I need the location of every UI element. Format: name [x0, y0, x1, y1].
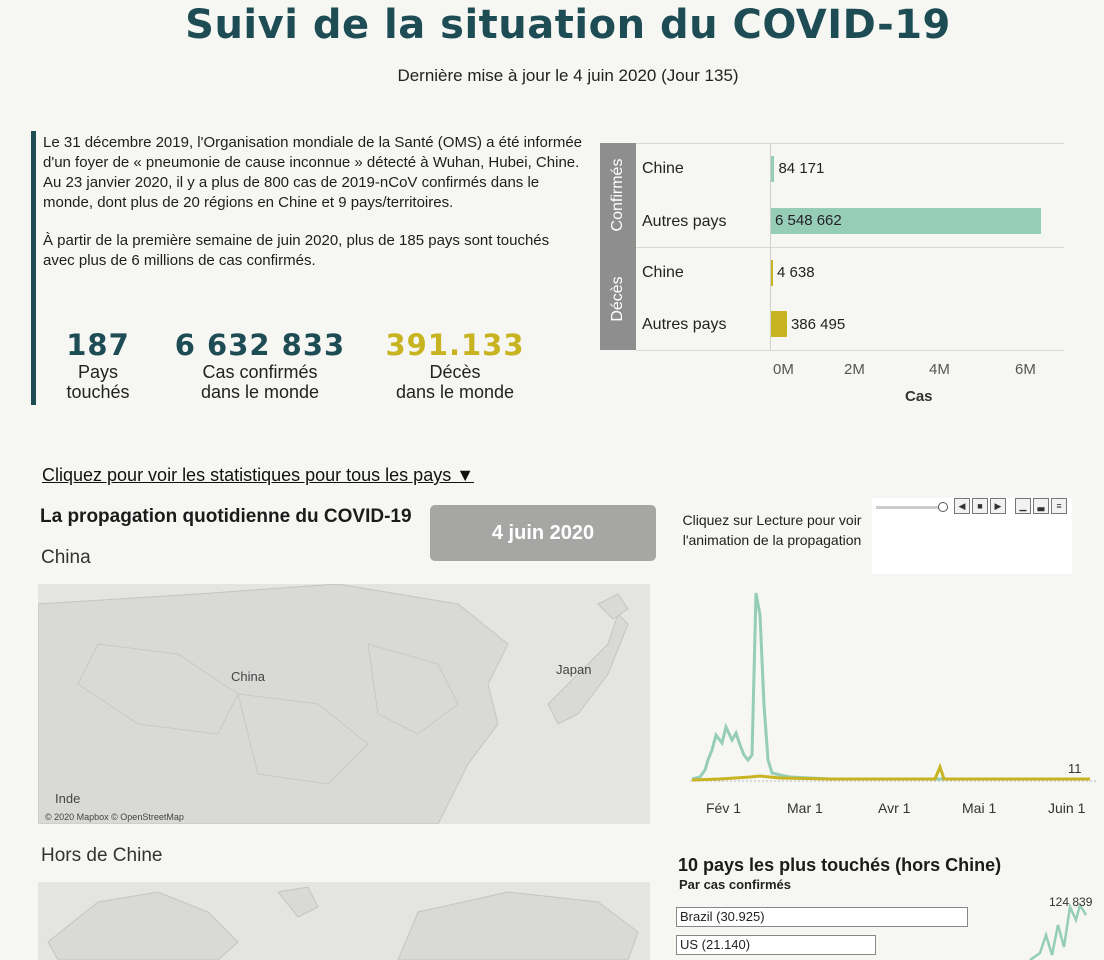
map-credit: © 2020 Mapbox © OpenStreetMap [45, 812, 184, 822]
top10-title: 10 pays les plus touchés (hors Chine) [678, 855, 1002, 875]
china-map[interactable]: China Japan Inde © 2020 Mapbox © OpenStr… [38, 584, 650, 824]
map-label-japan: Japan [556, 662, 592, 677]
world-map-shapes [47, 886, 639, 960]
kpi-countries-label-2: touchés [66, 382, 130, 402]
region-label-china: China [41, 547, 91, 568]
kpi-countries: 187 Pays touchés [42, 328, 154, 402]
region-label-outside: Hors de Chine [41, 845, 163, 866]
intro-accent-bar [31, 131, 36, 405]
bar-category-other-deaths: Autres pays [642, 316, 727, 333]
x-tick: 4M [929, 361, 950, 378]
last-updated: Dernière mise à jour le 4 juin 2020 (Jou… [397, 66, 739, 85]
row-separator [636, 143, 1064, 144]
bar-other-deaths[interactable] [771, 311, 787, 337]
bar-category-chine-deaths: Chine [642, 264, 684, 281]
x-tick: 0M [773, 361, 794, 378]
bar-value-label: 6 548 662 [775, 212, 842, 229]
daily-line-chart[interactable]: 11 [680, 585, 1100, 825]
play-icon[interactable]: ▶ [990, 498, 1006, 514]
world-map[interactable] [38, 882, 650, 960]
intro-paragraph-1: Le 31 décembre 2019, l'Organisation mond… [43, 134, 583, 211]
kpi-deaths: 391.133 Décès dans le monde [380, 328, 530, 402]
sparkline-max-label: 124 839 [1049, 895, 1093, 909]
china-map-shapes [38, 584, 629, 824]
top10-row[interactable]: Brazil (30.925) [676, 907, 968, 927]
bar-other-confirmed[interactable] [771, 208, 1042, 234]
intro-text: Le 31 décembre 2019, l'Organisation mond… [43, 133, 583, 271]
all-countries-link[interactable]: Cliquez pour voir les statistiques pour … [42, 465, 475, 485]
group-label-confirmed: Confirmés [600, 143, 636, 247]
bar-value-label: 4 638 [777, 264, 815, 281]
line-x-tick: Mai 1 [962, 800, 997, 816]
intro-paragraph-2: À partir de la première semaine de juin … [43, 232, 550, 269]
kpi-countries-label-1: Pays [77, 362, 119, 382]
x-tick: 6M [1015, 361, 1036, 378]
line-x-tick: Avr 1 [878, 800, 911, 816]
bar-chine-deaths[interactable] [771, 260, 773, 286]
kpi-deaths-label-2: dans le monde [395, 382, 515, 402]
top10-row-label: US (21.140) [680, 937, 751, 952]
top10-row[interactable]: US (21.140) [676, 935, 876, 955]
play-hint: Cliquez sur Lecture pour voir l'animatio… [682, 512, 862, 548]
bar-axis-line [770, 143, 771, 350]
date-display-button[interactable]: 4 juin 2020 [430, 505, 656, 561]
kpi-cases-label-1: Cas confirmés [202, 362, 318, 382]
step-back-icon[interactable]: ◀ [954, 498, 970, 514]
map-label-china: China [231, 669, 265, 684]
bar-category-other-confirmed: Autres pays [642, 213, 727, 230]
x-tick: 2M [844, 361, 865, 378]
bar-value-label: 386 495 [790, 316, 846, 333]
line-end-label: 11 [1068, 761, 1082, 776]
kpi-cases-value: 6 632 833 [174, 328, 346, 362]
line-x-tick: Mar 1 [787, 800, 823, 816]
speed-medium-icon[interactable]: ▃ [1033, 498, 1049, 514]
speed-fast-icon[interactable]: ≡ [1051, 498, 1067, 514]
bar-value-label: 84 171 [778, 160, 825, 177]
map-label-india: Inde [55, 791, 81, 806]
line-x-tick: Fév 1 [706, 800, 742, 816]
playback-controls: ◀ ■ ▶ ▁ ▃ ≡ [872, 498, 1072, 574]
kpi-deaths-label-1: Décès [429, 362, 481, 382]
cases-line [691, 592, 1090, 781]
top10-subtitle: Par cas confirmés [679, 877, 792, 892]
kpi-deaths-value: 391.133 [385, 328, 525, 362]
line-x-tick: Juin 1 [1048, 800, 1086, 816]
stop-icon[interactable]: ■ [972, 498, 988, 514]
group-label-deaths: Décès [600, 247, 636, 350]
kpi-cases-label-2: dans le monde [200, 382, 320, 402]
top10-row-label: Brazil (30.925) [680, 909, 765, 924]
page-title: Suivi de la situation du COVID-19 [185, 2, 951, 48]
playback-slider-handle[interactable] [938, 502, 948, 512]
row-separator [636, 350, 1064, 351]
playback-slider-track[interactable] [876, 506, 942, 509]
bar-chine-confirmed[interactable] [771, 156, 775, 182]
kpi-cases: 6 632 833 Cas confirmés dans le monde [170, 328, 350, 402]
row-separator [636, 247, 1064, 248]
bar-category-chine-confirmed: Chine [642, 160, 684, 177]
x-axis-title: Cas [905, 388, 933, 405]
sparkline-line [1029, 901, 1088, 960]
deaths-line [691, 762, 1090, 782]
speed-slow-icon[interactable]: ▁ [1015, 498, 1031, 514]
spread-title: La propagation quotidienne du COVID-19 [40, 506, 412, 527]
kpi-countries-value: 187 [66, 328, 130, 362]
top10-sparkline [1029, 901, 1088, 960]
